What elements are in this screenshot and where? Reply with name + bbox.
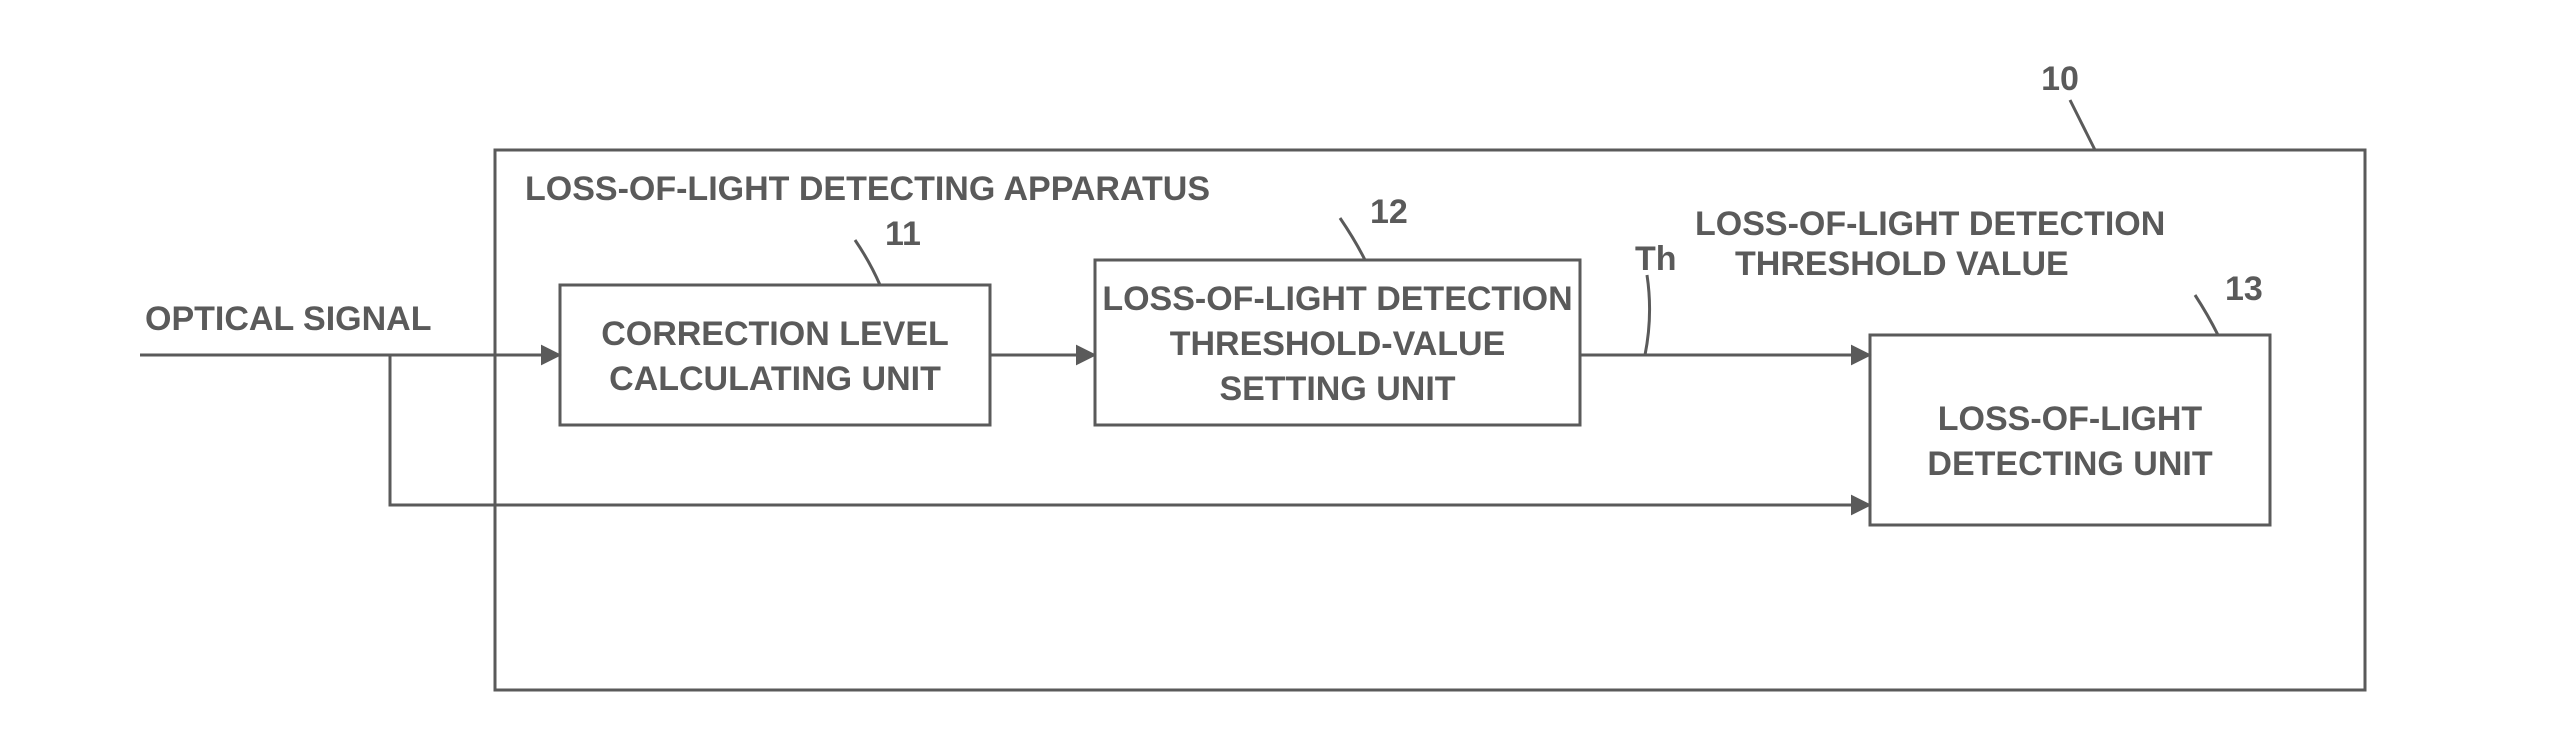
leader-12 (1340, 218, 1365, 260)
leader-13 (2195, 295, 2218, 335)
diagram-canvas: LOSS-OF-LIGHT DETECTING APPARATUS 10 11 COR… (0, 0, 2568, 755)
block13-line1: LOSS-OF-LIGHT (1938, 400, 2203, 438)
leader-11 (855, 240, 880, 285)
optical-signal-label: OPTICAL SIGNAL (145, 300, 432, 338)
th-desc-line2: THRESHOLD VALUE (1735, 245, 2069, 283)
block-11 (560, 285, 990, 425)
block13-line2: DETECTING UNIT (1927, 445, 2212, 483)
th-label: Th (1635, 240, 1677, 278)
th-desc-line1: LOSS-OF-LIGHT DETECTION (1695, 205, 2165, 243)
leader-10 (2070, 100, 2095, 150)
apparatus-title: LOSS-OF-LIGHT DETECTING APPARATUS (525, 170, 1210, 208)
block12-line2: THRESHOLD-VALUE (1170, 325, 1506, 363)
block12-line1: LOSS-OF-LIGHT DETECTION (1102, 280, 1572, 318)
block11-line1: CORRECTION LEVEL (601, 315, 949, 353)
block11-line2: CALCULATING UNIT (609, 360, 941, 398)
block12-line3: SETTING UNIT (1219, 370, 1455, 408)
block13-number: 13 (2225, 270, 2263, 308)
block12-number: 12 (1370, 193, 1408, 231)
apparatus-number: 10 (2041, 60, 2079, 98)
block11-number: 11 (885, 215, 921, 253)
th-hook (1645, 275, 1650, 355)
